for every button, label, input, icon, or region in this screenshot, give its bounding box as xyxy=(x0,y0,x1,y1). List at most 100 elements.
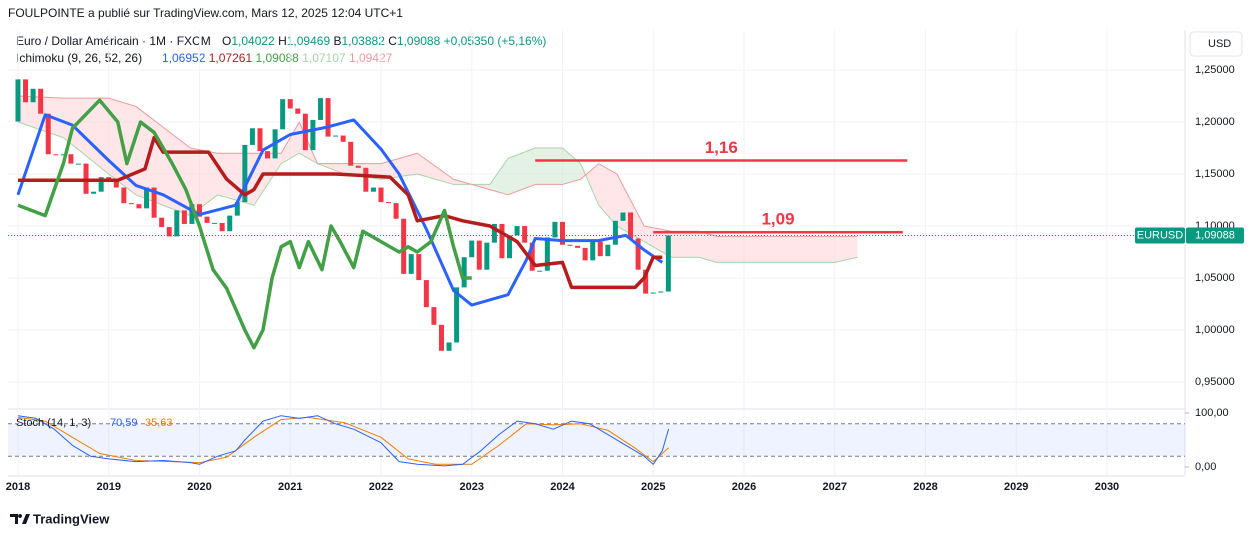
candle-body xyxy=(393,203,399,219)
candle-body xyxy=(476,240,482,270)
candle-body xyxy=(333,135,339,137)
level-label: 1,09 xyxy=(761,210,794,229)
x-tick-label: 2018 xyxy=(6,481,30,493)
y-tick-label: 0,95000 xyxy=(1195,376,1235,388)
candle-body xyxy=(461,257,467,288)
candle-body xyxy=(552,221,558,238)
cloud-segment xyxy=(743,236,790,263)
stoch-k xyxy=(17,415,670,467)
symbol-tag xyxy=(1135,227,1185,244)
candle-body xyxy=(91,191,97,194)
candle-body xyxy=(60,154,66,156)
candle-body xyxy=(340,135,346,142)
candle-body xyxy=(242,144,248,203)
candle-body xyxy=(650,292,656,294)
legend-ohlc: O1,04022 H1,09469 B1,03882 C1,09088 +0,0… xyxy=(222,34,546,48)
ohlc-value: 1,09469 xyxy=(287,34,331,48)
change: +0,05350 (+5,16%) xyxy=(444,34,547,48)
footer-brand: TradingView xyxy=(33,511,110,526)
candle-body xyxy=(658,291,664,293)
x-tick-label: 2020 xyxy=(187,481,211,493)
y-tick-label: 1,05000 xyxy=(1195,272,1235,284)
ohlc-key: B xyxy=(333,34,341,48)
candle-body xyxy=(68,154,74,164)
candle-body xyxy=(355,165,361,168)
indicator-value: 1,07261 xyxy=(209,51,253,65)
indicator-value: 1,06952 xyxy=(162,51,206,65)
cloud-segment xyxy=(190,148,218,216)
chikou-line xyxy=(17,98,472,350)
x-tick-label: 2027 xyxy=(822,481,846,493)
candle-body xyxy=(204,216,210,223)
currency[interactable]: USD xyxy=(1208,38,1231,50)
stoch-d xyxy=(17,416,669,465)
cloud-segment xyxy=(17,96,64,138)
candle-body xyxy=(287,99,293,109)
candle-body xyxy=(438,324,444,351)
cloud-segment xyxy=(489,158,509,195)
stoch-legend: Stoch (14, 1, 3) xyxy=(16,417,91,429)
candle-body xyxy=(121,187,127,204)
y-tick-label: 1,15000 xyxy=(1195,168,1235,180)
x-tick-label: 2026 xyxy=(732,481,756,493)
candle-body xyxy=(280,99,286,130)
x-tick-label: 2024 xyxy=(550,481,575,493)
candle-body xyxy=(582,247,588,261)
candle-body xyxy=(181,210,187,224)
candle-body xyxy=(212,222,218,224)
candle-body xyxy=(234,202,240,216)
currency-button[interactable] xyxy=(1189,31,1243,57)
price-tag xyxy=(1186,227,1244,244)
ohlc-value: 1,04022 xyxy=(231,34,275,48)
candle-body xyxy=(196,204,202,217)
candle-body xyxy=(370,187,376,192)
stoch-k-value: 70,59 xyxy=(110,417,138,429)
cloud-segment xyxy=(562,148,581,185)
candle-body xyxy=(431,307,437,325)
candle-body xyxy=(227,215,233,232)
candle-body xyxy=(310,119,316,151)
candle-body xyxy=(265,151,271,159)
tv-logo xyxy=(10,514,30,524)
legend-symbol: Euro / Dollar Américain · 1M · FXCM xyxy=(16,34,211,48)
candle-body xyxy=(113,179,119,188)
candle-body xyxy=(189,204,195,224)
symbol-tag-text: EURUSD xyxy=(1137,229,1184,241)
candle-body xyxy=(491,223,497,243)
candle-body xyxy=(136,204,142,209)
candle-body xyxy=(151,187,157,218)
cloud-segment xyxy=(644,226,672,258)
cloud-segment xyxy=(616,174,645,242)
x-tick-label: 2030 xyxy=(1095,481,1119,493)
candle-body xyxy=(317,98,323,120)
ohlc-key: C xyxy=(388,34,397,48)
y-tick-label: 1,25000 xyxy=(1195,64,1235,76)
candle-body xyxy=(484,242,490,270)
x-tick-label: 2029 xyxy=(1004,481,1028,493)
candle-body xyxy=(30,88,36,103)
header-title: FOULPOINTE a publié sur TradingView.com,… xyxy=(8,6,403,20)
x-tick-label: 2028 xyxy=(913,481,937,493)
candle-body xyxy=(628,212,634,239)
x-tick-label: 2022 xyxy=(369,481,393,493)
cloud-segment xyxy=(789,236,835,263)
candle-body xyxy=(537,270,543,272)
stoch-band xyxy=(8,423,1185,457)
candle-body xyxy=(423,280,429,308)
candle-body xyxy=(45,113,51,155)
indicator-value: 1,07107 xyxy=(302,51,346,65)
candle-body xyxy=(144,187,150,209)
candle-body xyxy=(643,269,649,294)
candle-body xyxy=(469,240,475,258)
candle-body xyxy=(597,241,603,257)
candle-body xyxy=(522,226,528,243)
price-tag-text: 1,09088 xyxy=(1195,229,1235,241)
candle-body xyxy=(23,79,29,103)
stoch-tick-label: 0,00 xyxy=(1195,461,1216,473)
ohlc-value: 1,09088 xyxy=(397,34,441,48)
candle-body xyxy=(529,242,535,271)
stoch-d-value: 35,63 xyxy=(145,417,173,429)
candle-body xyxy=(499,223,505,259)
candle-body xyxy=(98,177,104,192)
candle-body xyxy=(249,128,255,145)
